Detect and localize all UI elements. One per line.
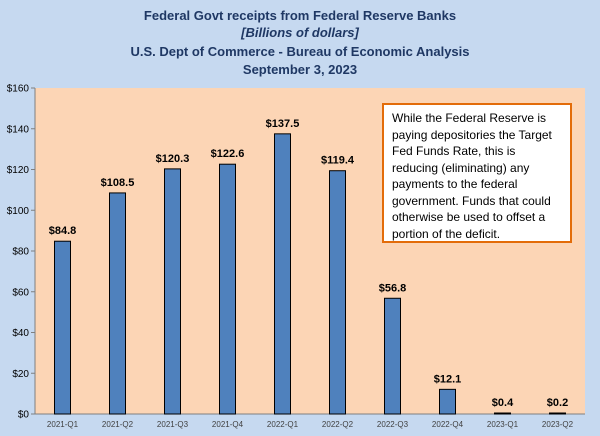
y-tick-label: $40 <box>12 328 29 339</box>
bar-value-label: $120.3 <box>156 153 190 165</box>
bar <box>494 412 511 415</box>
y-tick-label: $20 <box>12 369 29 380</box>
bar-value-label: $0.4 <box>492 397 514 409</box>
bar-value-label: $12.1 <box>434 373 462 385</box>
bar-value-label: $108.5 <box>101 177 135 189</box>
bar <box>274 133 291 415</box>
x-tick-label: 2021-Q1 <box>47 420 79 429</box>
x-tick-label: 2022-Q1 <box>267 420 299 429</box>
y-tick-label: $0 <box>18 410 30 421</box>
bar-value-label: $122.6 <box>211 148 245 160</box>
x-tick-label: 2023-Q2 <box>542 420 574 429</box>
bar-value-label: $119.4 <box>321 155 355 167</box>
y-tick-label: $100 <box>7 206 30 217</box>
bar-value-label: $56.8 <box>379 282 407 294</box>
bar-value-label: $137.5 <box>266 118 300 130</box>
bar-value-label: $0.2 <box>547 397 568 409</box>
chart-subtitle-units: [Billions of dollars] <box>241 25 359 40</box>
y-tick-label: $60 <box>12 287 29 298</box>
bar <box>329 170 346 415</box>
chart-date: September 3, 2023 <box>242 62 358 77</box>
x-tick-label: 2022-Q2 <box>322 420 354 429</box>
y-tick-label: $140 <box>7 124 30 135</box>
y-tick-label: $160 <box>7 84 30 95</box>
x-tick-label: 2022-Q3 <box>377 420 409 429</box>
bar <box>54 240 71 415</box>
x-tick-label: 2022-Q4 <box>432 420 464 429</box>
chart-title: Federal Govt receipts from Federal Reser… <box>143 8 457 23</box>
y-tick-label: $120 <box>7 165 30 176</box>
x-tick-label: 2023-Q1 <box>487 420 519 429</box>
chart-source: U.S. Dept of Commerce - Bureau of Econom… <box>130 44 470 59</box>
x-tick-label: 2021-Q4 <box>212 420 244 429</box>
y-tick-label: $80 <box>12 247 29 258</box>
bar <box>439 388 456 415</box>
bar-value-label: $84.8 <box>49 225 77 237</box>
bar <box>109 192 126 415</box>
bar <box>219 163 236 415</box>
bar <box>164 168 181 415</box>
bar <box>384 297 401 415</box>
x-tick-label: 2021-Q3 <box>157 420 189 429</box>
bar <box>549 412 566 415</box>
x-tick-label: 2021-Q2 <box>102 420 134 429</box>
annotation-box: While the Federal Reserve is paying depo… <box>382 103 572 243</box>
